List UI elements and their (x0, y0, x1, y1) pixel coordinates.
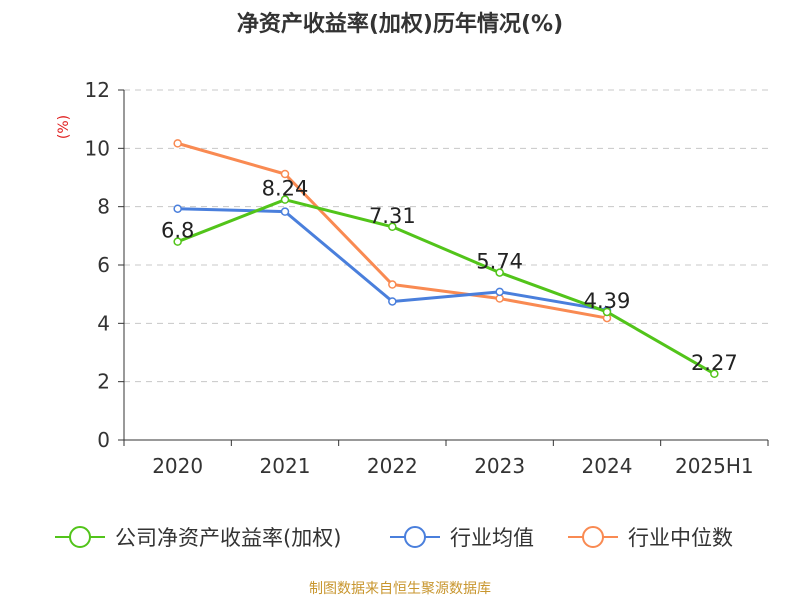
series-line-0 (177, 198, 716, 376)
data-label: 5.74 (476, 250, 523, 274)
chart-title: 净资产收益率(加权)历年情况(%) (236, 12, 564, 37)
data-point (280, 169, 290, 179)
legend-label: 行业均值 (450, 526, 534, 550)
legend-label: 行业中位数 (628, 526, 733, 550)
legend-marker (69, 526, 91, 548)
data-point (495, 268, 504, 277)
data-point (710, 369, 719, 379)
data-point (388, 297, 397, 306)
legend-marker (404, 526, 426, 548)
data-point (388, 280, 397, 289)
y-tick-label: 8 (97, 195, 110, 219)
legend-label: 公司净资产收益率(加权) (115, 526, 341, 550)
data-labels: 6.8 8.24 7.31 5.74 4.39 2.27 (161, 177, 738, 375)
data-label: 8.24 (262, 177, 309, 201)
x-tick-label: 2024 (582, 454, 633, 478)
x-tick-label: 2022 (367, 454, 418, 478)
legend-marker (582, 526, 604, 548)
data-point (280, 207, 290, 216)
x-tick-label: 2020 (152, 454, 203, 478)
series-lines (173, 139, 719, 379)
data-point (388, 222, 397, 232)
y-axis-label: (%) (56, 115, 72, 139)
y-tick-label: 6 (97, 253, 110, 277)
x-tick-label: 2023 (474, 454, 525, 478)
grid-lines (124, 89, 768, 383)
data-point (495, 294, 504, 303)
y-tick-label: 4 (97, 311, 110, 335)
y-tick-label: 0 (97, 428, 110, 452)
x-tick-label: 2025H1 (675, 454, 754, 478)
data-label: 2.27 (691, 351, 738, 375)
data-label: 7.31 (369, 204, 416, 228)
data-point (173, 139, 182, 148)
x-tick-label: 2021 (260, 454, 311, 478)
data-point (280, 195, 290, 204)
y-tick-label: 2 (97, 370, 110, 394)
legend: 公司净资产收益率(加权) 行业均值 行业中位数 (55, 526, 733, 550)
data-point (602, 307, 612, 317)
data-point (173, 237, 182, 246)
axes: 0 2 4 6 8 10 12 2020 2021 2022 2023 2024 2025H1 (85, 78, 769, 478)
data-point (495, 287, 504, 297)
y-tick-label: 10 (85, 136, 110, 160)
data-label: 4.39 (584, 289, 631, 313)
data-point (173, 204, 182, 213)
source-note: 制图数据来自恒生聚源数据库 (309, 581, 491, 597)
y-tick-label: 12 (85, 78, 110, 102)
data-label: 6.8 (161, 219, 194, 243)
